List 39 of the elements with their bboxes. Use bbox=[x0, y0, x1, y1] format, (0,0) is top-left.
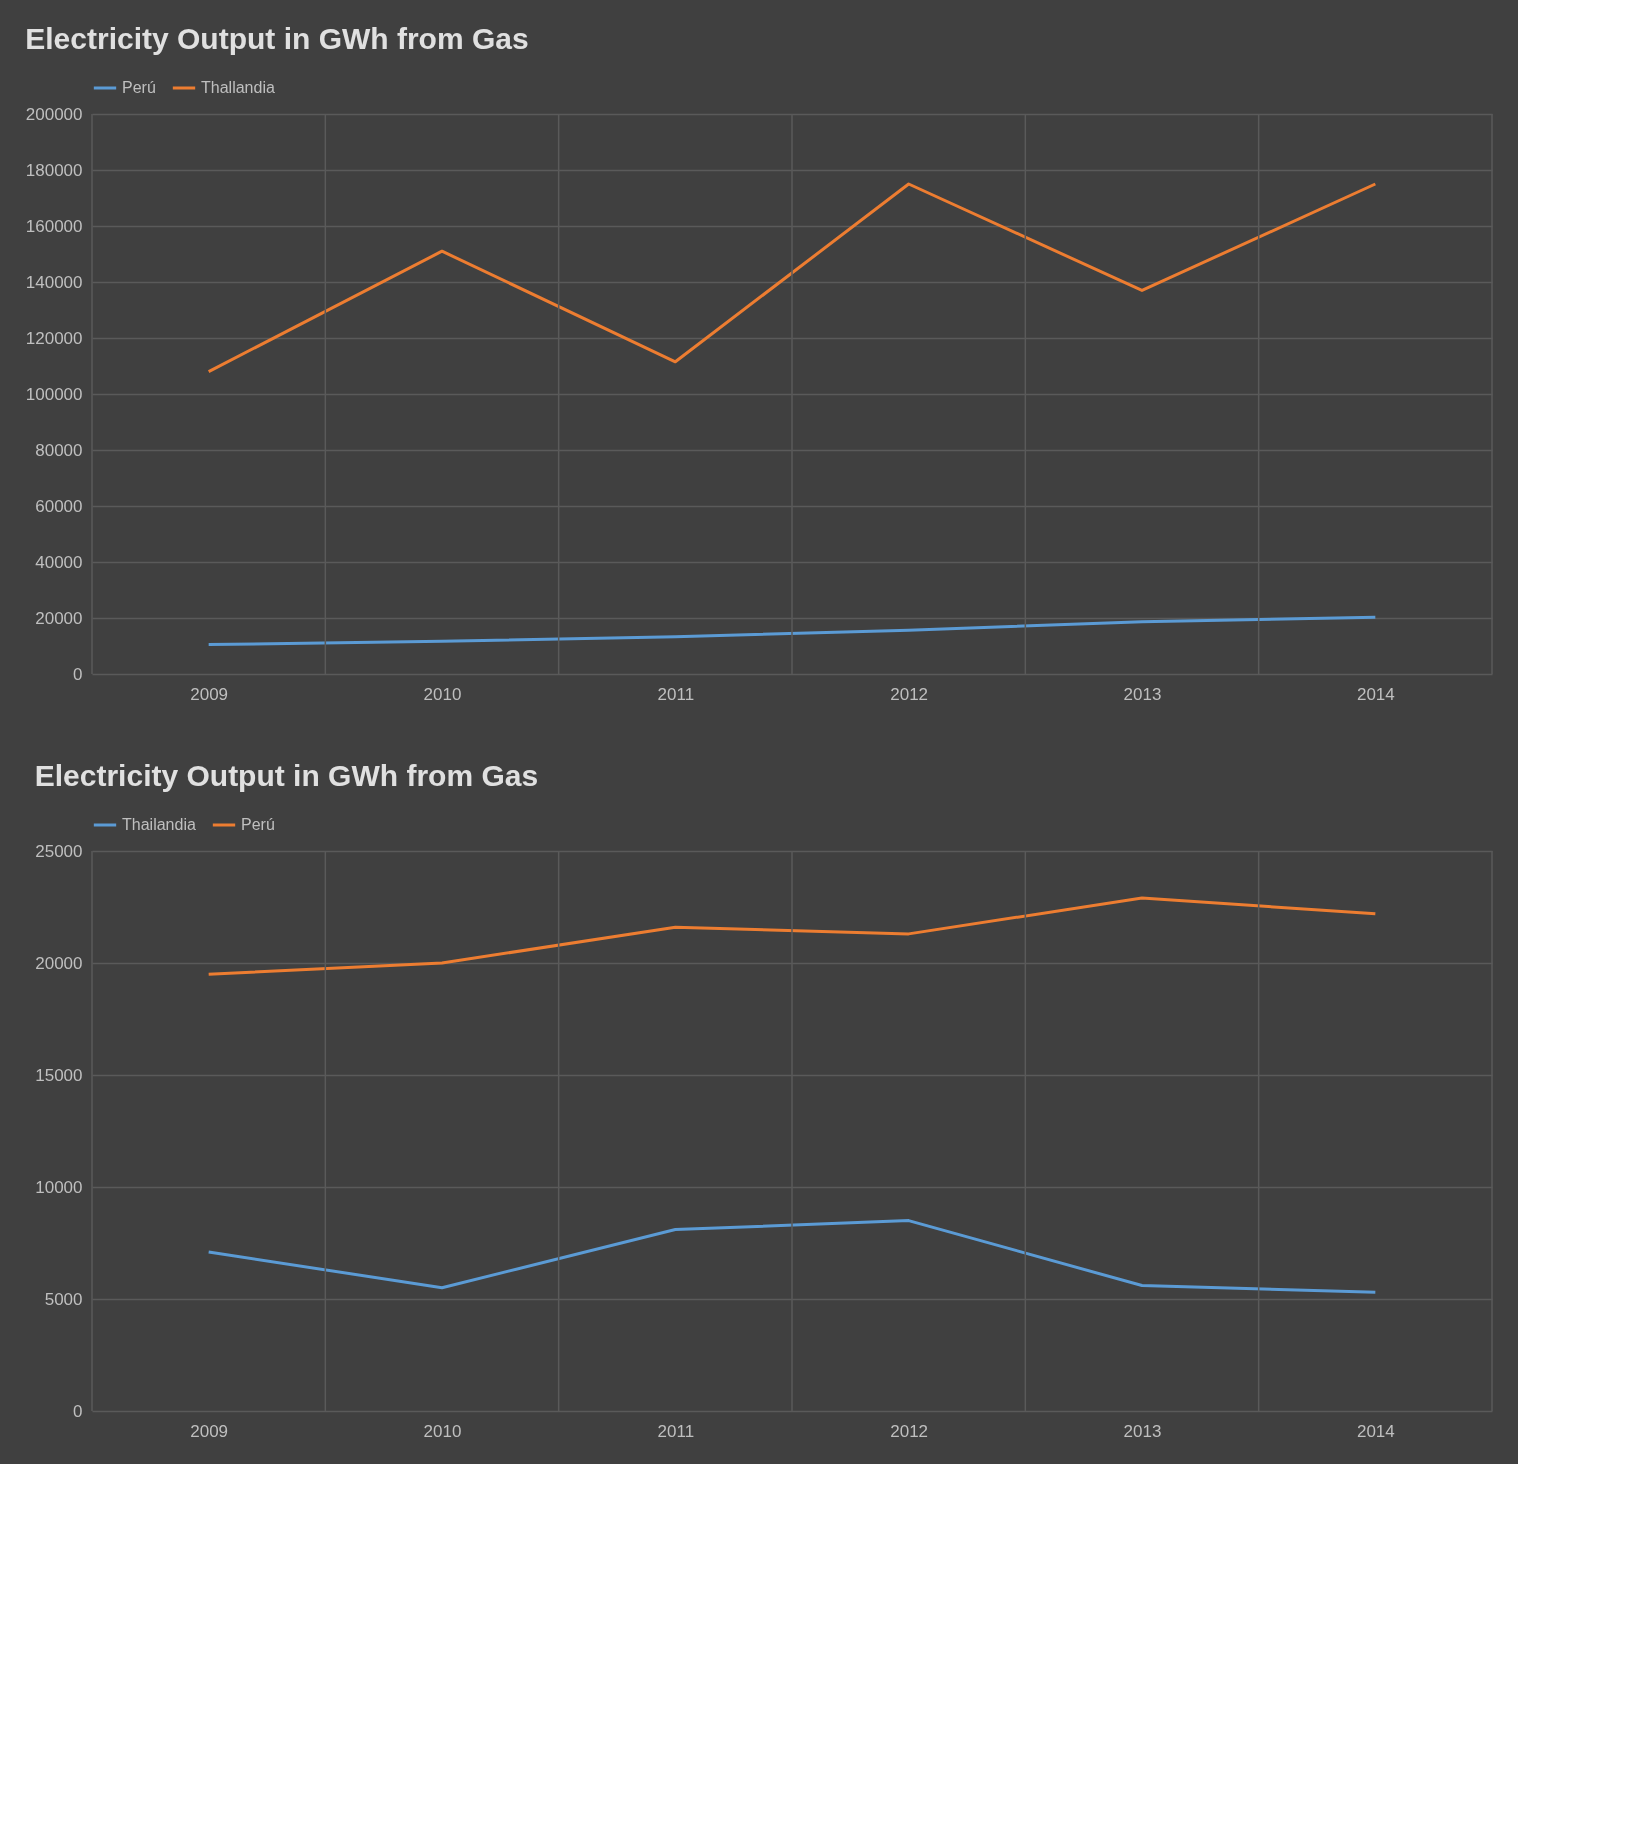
x-tick-label: 2010 bbox=[423, 1421, 462, 1441]
y-tick-label: 40000 bbox=[35, 552, 83, 572]
x-tick-label: 2011 bbox=[657, 684, 695, 704]
x-tick-label: 2011 bbox=[657, 1421, 695, 1441]
y-tick-label: 60000 bbox=[35, 496, 83, 516]
y-tick-label: 0 bbox=[73, 1401, 83, 1421]
line-series bbox=[207, 615, 1377, 647]
x-tick-label: 2012 bbox=[890, 1421, 929, 1441]
x-tick-label: 2014 bbox=[1356, 684, 1395, 704]
y-tick-label: 120000 bbox=[25, 328, 83, 348]
legend-label: Perú bbox=[122, 79, 156, 96]
y-tick-label: 140000 bbox=[25, 272, 83, 292]
legend-label: Perú bbox=[241, 816, 275, 833]
y-tick-label: 80000 bbox=[35, 440, 83, 460]
y-tick-label: 180000 bbox=[25, 160, 83, 180]
legend-label: Thallandia bbox=[201, 79, 275, 96]
line-series bbox=[207, 1219, 1377, 1294]
x-tick-label: 2014 bbox=[1356, 1421, 1395, 1441]
x-tick-label: 2013 bbox=[1123, 1421, 1162, 1441]
x-tick-label: 2009 bbox=[190, 1421, 229, 1441]
y-tick-label: 15000 bbox=[35, 1065, 83, 1085]
x-tick-label: 2010 bbox=[423, 684, 462, 704]
y-tick-label: 100000 bbox=[25, 384, 83, 404]
chart-title: Electricity Output in GWh from Gas bbox=[25, 22, 529, 55]
line-series bbox=[207, 896, 1377, 976]
line-series bbox=[207, 182, 1377, 374]
y-tick-label: 200000 bbox=[25, 104, 83, 124]
legend-label: Thailandia bbox=[122, 816, 196, 833]
y-tick-label: 160000 bbox=[25, 216, 83, 236]
y-tick-label: 20000 bbox=[35, 953, 83, 973]
y-tick-label: 5000 bbox=[44, 1289, 83, 1309]
x-tick-label: 2012 bbox=[890, 684, 929, 704]
x-tick-label: 2013 bbox=[1123, 684, 1162, 704]
y-tick-label: 10000 bbox=[35, 1177, 83, 1197]
y-tick-label: 20000 bbox=[35, 608, 83, 628]
chart-title: Electricity Output in GWh from Gas bbox=[34, 759, 539, 792]
x-tick-label: 2009 bbox=[190, 684, 229, 704]
y-tick-label: 25000 bbox=[35, 841, 83, 861]
y-tick-label: 0 bbox=[73, 664, 83, 684]
